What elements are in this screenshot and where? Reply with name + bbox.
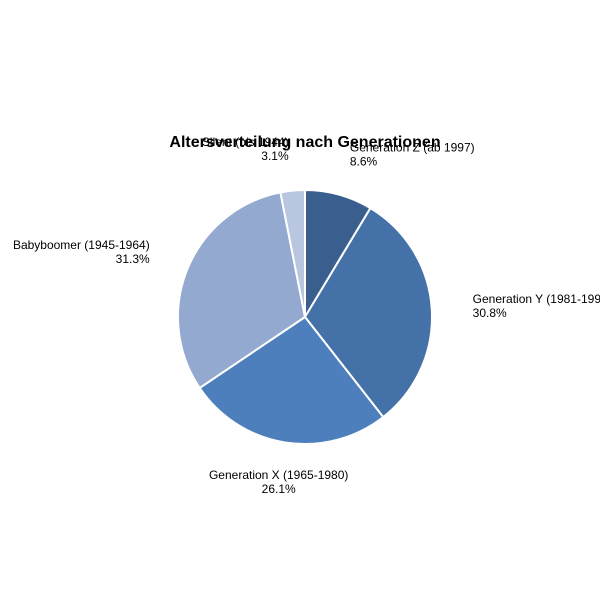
slice-label: Generation Z (ab 1997) xyxy=(350,140,475,154)
pie-slice xyxy=(198,315,385,445)
slice-label: Babyboomer (1945-1964) xyxy=(13,238,150,252)
pie-slice xyxy=(303,206,433,419)
slice-value-label: 31.3% xyxy=(116,252,150,266)
slice-value-label: 26.1% xyxy=(262,482,296,496)
slice-value-label: 8.6% xyxy=(350,154,378,168)
slice-label: Generation Y (1981-1996) xyxy=(473,292,600,306)
slice-value-label: 3.1% xyxy=(261,149,289,163)
slice-label: Generation X (1965-1980) xyxy=(209,468,348,482)
pie-slice xyxy=(177,191,307,390)
chart-title: Altersverteilung nach Generationen xyxy=(169,134,440,151)
slice-value-label: 30.8% xyxy=(473,306,507,320)
slice-label: Silent (bis 1944) xyxy=(202,135,289,149)
pie-slice xyxy=(279,188,306,318)
